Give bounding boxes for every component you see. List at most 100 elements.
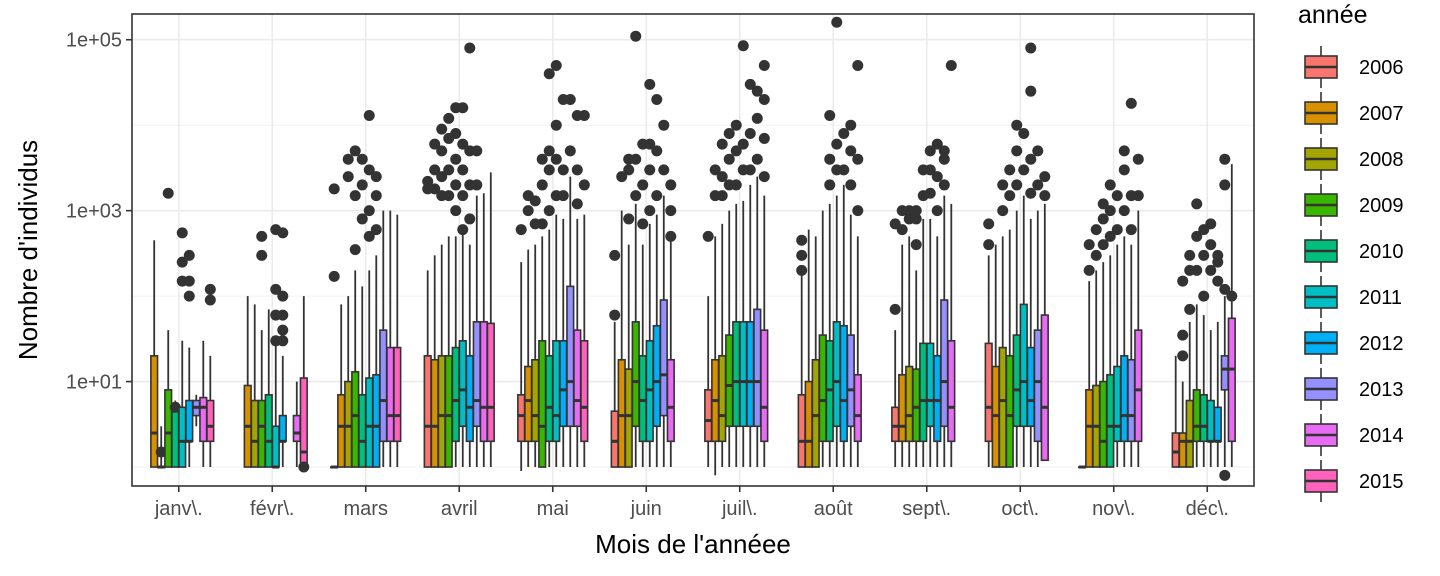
outlier-point (758, 171, 770, 183)
outlier-point (997, 205, 1009, 217)
box-body (178, 406, 187, 468)
x-tick-label: avril (441, 498, 478, 520)
outlier-point (1125, 97, 1137, 109)
outlier-point (665, 205, 677, 217)
month-group (243, 224, 310, 473)
box-body (666, 358, 675, 443)
outlier-point (1132, 153, 1144, 165)
outlier-point (557, 190, 569, 202)
outlier-point (751, 85, 763, 97)
box-body (465, 355, 474, 443)
outlier-point (571, 164, 583, 176)
box-body (580, 340, 589, 443)
legend-label: 2007 (1359, 103, 1404, 125)
box-body (552, 340, 561, 443)
box-body (486, 322, 495, 443)
box-body (797, 394, 806, 468)
outlier-point (564, 145, 576, 157)
box-body (912, 368, 921, 443)
x-tick-label: nov\. (1092, 498, 1135, 520)
outlier-point (737, 138, 749, 150)
box-body (610, 410, 619, 468)
month-group (1171, 153, 1238, 481)
outlier-point (1118, 164, 1130, 176)
outlier-point (277, 309, 289, 321)
outlier-point (845, 145, 857, 157)
box-2013 (658, 119, 670, 468)
outlier-point (651, 145, 663, 157)
x-tick-label: août (814, 498, 853, 520)
outlier-point (1025, 187, 1037, 199)
outlier-point (896, 224, 908, 236)
box-body (393, 346, 402, 443)
outlier-point (457, 138, 469, 150)
legend-label: 2011 (1359, 287, 1402, 309)
outlier-point (176, 256, 188, 268)
box-body (372, 374, 381, 468)
outlier-point (1125, 224, 1137, 236)
outlier-point (1177, 350, 1189, 362)
month-group (328, 109, 402, 469)
outlier-point (1219, 179, 1231, 191)
box-2009 (162, 187, 174, 468)
box-body (337, 394, 346, 468)
outlier-point (1011, 179, 1023, 191)
box-body (704, 389, 713, 443)
outlier-point (1191, 264, 1203, 276)
box-2014 (1039, 171, 1051, 462)
outlier-point (1111, 224, 1123, 236)
outlier-point (515, 224, 527, 236)
outlier-point (630, 190, 642, 202)
box-2013 (845, 119, 857, 468)
outlier-point (796, 264, 808, 276)
box-body (853, 374, 862, 443)
box-body (760, 329, 769, 443)
box-2012 (931, 138, 943, 468)
outlier-point (363, 205, 375, 217)
outlier-point (370, 190, 382, 202)
box-2014 (945, 59, 957, 468)
outlier-point (328, 270, 340, 282)
outlier-point (176, 227, 188, 239)
box-body (984, 342, 993, 443)
outlier-point (758, 59, 770, 71)
box-2012 (277, 227, 289, 468)
outlier-point (1111, 190, 1123, 202)
outlier-point (1032, 145, 1044, 157)
outlier-point (557, 164, 569, 176)
box-body (1192, 389, 1201, 443)
box-body (185, 399, 194, 443)
box-body (1085, 389, 1094, 468)
outlier-point (349, 190, 361, 202)
outlier-point (204, 283, 216, 295)
outlier-point (1219, 153, 1231, 165)
outlier-point (429, 138, 441, 150)
outlier-point (751, 112, 763, 124)
outlier-point (938, 153, 950, 165)
outlier-point (644, 138, 656, 150)
legend-key-2011: 2011 (1304, 276, 1402, 318)
outlier-point (155, 446, 167, 458)
outlier-point (457, 164, 469, 176)
legend: année 2006200720082009201020112012201320… (1298, 1, 1404, 502)
outlier-point (464, 213, 476, 225)
box-body (638, 355, 647, 443)
outlier-point (356, 213, 368, 225)
box-2014 (665, 179, 677, 468)
outlier-point (1090, 249, 1102, 261)
outlier-point (910, 205, 922, 217)
outlier-point (1004, 164, 1016, 176)
box-2012 (838, 127, 850, 468)
outlier-point (1011, 145, 1023, 157)
box-body (344, 380, 353, 468)
outlier-point (450, 205, 462, 217)
legend-key-2006: 2006 (1304, 46, 1404, 88)
outlier-point (1205, 264, 1217, 276)
outlier-point (443, 164, 455, 176)
x-tick-label: mars (344, 498, 388, 520)
outlier-point (924, 164, 936, 176)
box-body (538, 340, 547, 468)
outlier-point (609, 309, 621, 321)
box-2015 (298, 296, 310, 473)
outlier-point (183, 290, 195, 302)
